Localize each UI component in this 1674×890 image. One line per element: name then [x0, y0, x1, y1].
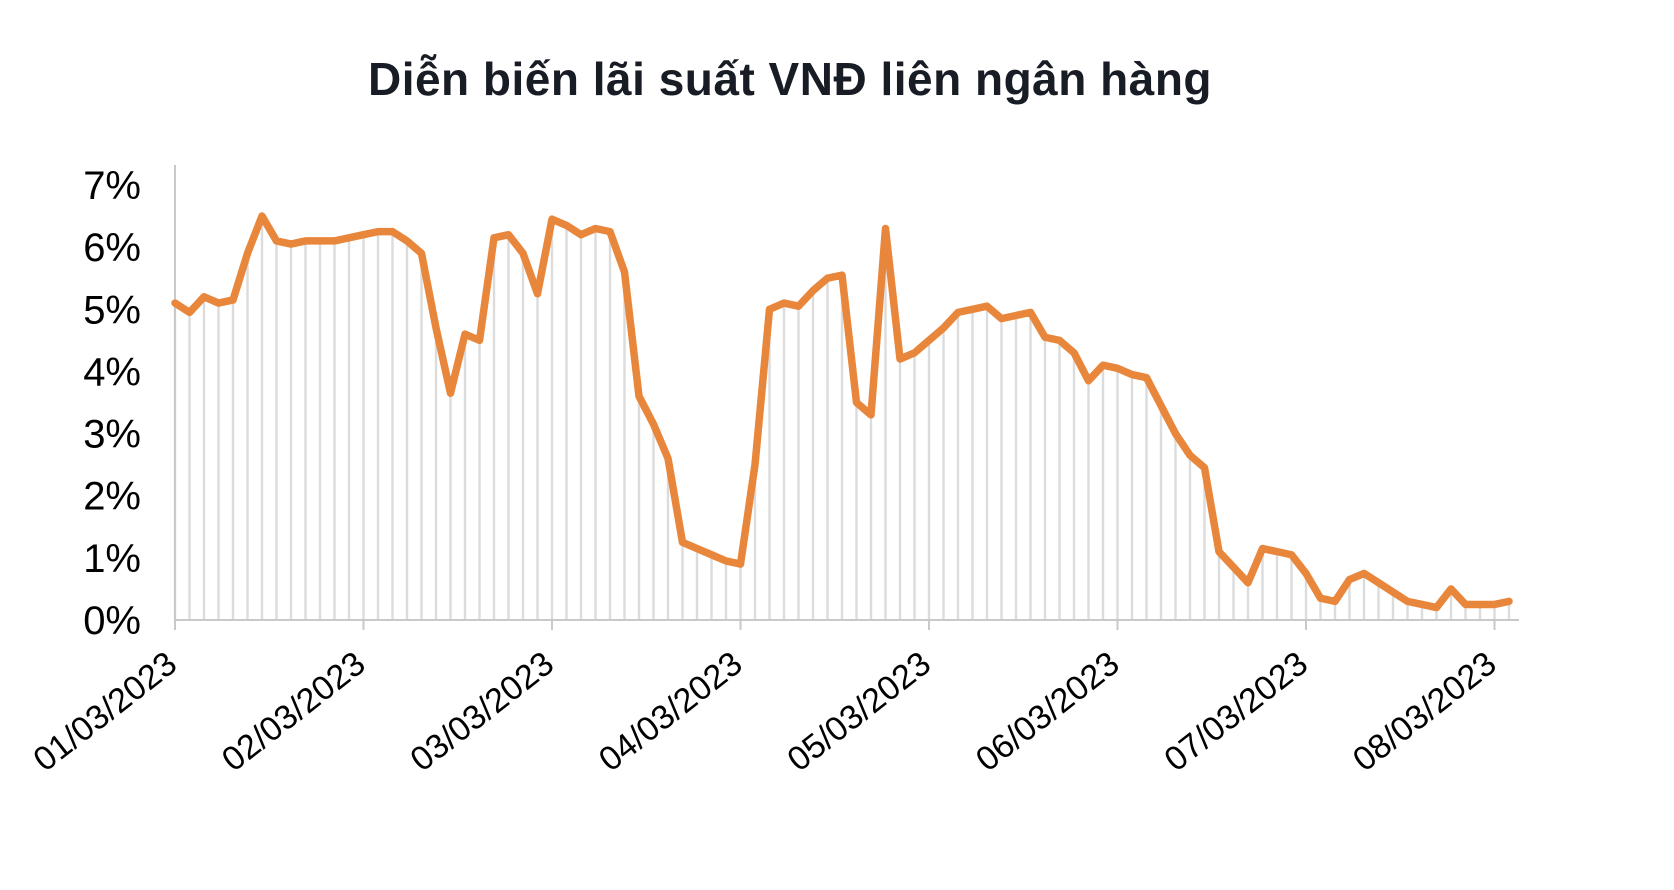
y-axis-label: 0%	[83, 599, 141, 643]
x-axis-label: 06/03/2023	[969, 644, 1126, 779]
chart-title: Diễn biến lãi suất VNĐ liên ngân hàng	[367, 53, 1213, 105]
y-axis-label: 5%	[83, 288, 141, 332]
y-axis-label: 2%	[83, 475, 141, 519]
x-axis-label: 08/03/2023	[1346, 644, 1503, 779]
x-axis-label: 07/03/2023	[1157, 644, 1314, 779]
x-axis-label: 05/03/2023	[780, 644, 937, 779]
rate-line	[171, 212, 1513, 612]
x-axis-label: 02/03/2023	[215, 644, 372, 779]
x-axis-label: 04/03/2023	[592, 644, 749, 779]
x-axis-label: 03/03/2023	[403, 644, 560, 779]
y-axis-label: 6%	[83, 226, 141, 270]
x-axis-label: 01/03/2023	[26, 644, 183, 779]
y-axis-label: 3%	[83, 413, 141, 457]
y-axis-label: 1%	[83, 537, 141, 581]
y-axis-label: 4%	[83, 350, 141, 394]
y-axis-label: 7%	[83, 164, 141, 208]
